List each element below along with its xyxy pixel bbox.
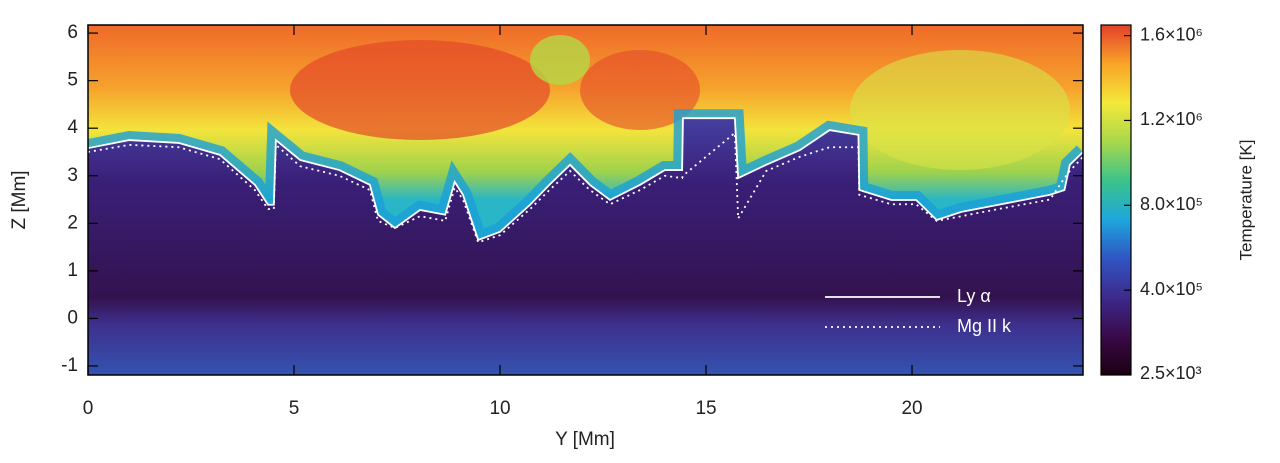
y-tick-label: 3 [67, 165, 78, 186]
plot-area [88, 25, 1083, 375]
colorbar-tick-label: 8.0×10⁵ [1140, 194, 1203, 214]
legend-label: Ly α [957, 286, 991, 306]
y-tick-label: 0 [67, 307, 78, 328]
colorbar-tick-label: 1.2×10⁶ [1140, 109, 1203, 129]
y-tick-label: -1 [61, 355, 78, 376]
x-tick-label: 0 [83, 398, 94, 419]
cool-region [530, 35, 590, 85]
y-tick-label: 6 [67, 22, 78, 43]
y-tick-label: 5 [67, 70, 78, 91]
colorbar-tick-label: 2.5×10³ [1140, 363, 1202, 383]
y-tick-label: 1 [67, 260, 78, 281]
plot-frame [87, 24, 1084, 376]
colorbar-tick-label: 4.0×10⁵ [1140, 279, 1203, 299]
cool-region [850, 50, 1070, 170]
y-tick-label: 4 [67, 117, 78, 138]
x-tick-label: 20 [901, 398, 922, 419]
series-line [88, 117, 1083, 242]
x-tick-label: 5 [289, 398, 300, 419]
colorbar-label: Temperature [K] [1236, 140, 1255, 261]
colorbar [1100, 24, 1132, 376]
series-line [88, 131, 1083, 244]
legend-label: Mg II k [957, 316, 1012, 336]
x-axis-label: Y [Mm] [555, 429, 615, 450]
hot-region [580, 50, 700, 130]
cool-region [88, 118, 1083, 375]
y-tick-label: 2 [67, 212, 78, 233]
y-axis-label: Z [Mm] [9, 170, 30, 229]
x-tick-label: 10 [489, 398, 510, 419]
colorbar-tick-label: 1.6×10⁶ [1140, 24, 1203, 44]
hot-region [290, 40, 550, 140]
x-tick-label: 15 [695, 398, 716, 419]
